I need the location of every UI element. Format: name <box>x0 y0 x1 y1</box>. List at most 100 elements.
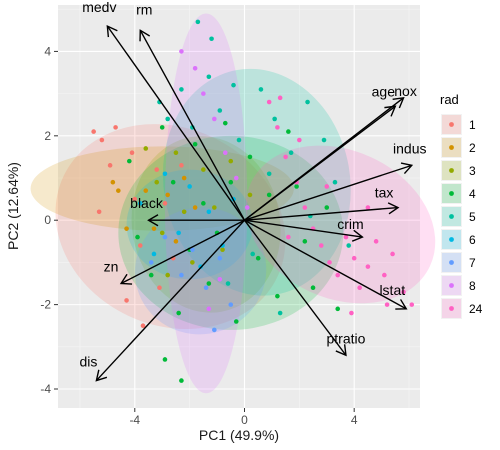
point-rad-8 <box>212 116 217 122</box>
legend-label-6: 6 <box>469 233 476 247</box>
point-rad-5 <box>258 87 264 92</box>
point-rad-7 <box>228 302 234 307</box>
point-rad-2 <box>110 179 116 185</box>
point-rad-1 <box>157 285 162 291</box>
loading-arrow-crim <box>244 219 363 238</box>
loading-label-medv: medv <box>82 0 116 15</box>
y-tick-label: -2 <box>40 298 51 312</box>
point-rad-2 <box>143 188 149 193</box>
point-rad-3 <box>181 209 187 215</box>
point-rad-4 <box>302 239 308 244</box>
point-rad-6 <box>206 209 212 215</box>
point-rad-4 <box>233 319 239 324</box>
point-rad-2 <box>151 226 157 231</box>
point-rad-5 <box>250 251 256 257</box>
point-rad-5 <box>272 116 277 122</box>
point-rad-1 <box>129 150 135 155</box>
point-rad-4 <box>228 179 234 185</box>
loading-label-age: age <box>372 83 396 99</box>
point-rad-4 <box>192 141 198 147</box>
point-rad-8 <box>217 276 223 282</box>
point-rad-24 <box>357 285 362 291</box>
point-rad-1 <box>162 201 168 206</box>
loading-arrowhead-dis <box>95 369 108 382</box>
point-rad-4 <box>286 129 291 134</box>
point-rad-24 <box>275 125 280 130</box>
y-tick-label: 2 <box>44 129 51 143</box>
point-rad-2 <box>124 226 129 231</box>
loading-label-dis: dis <box>79 354 97 370</box>
ellipse-rad-24 <box>245 145 436 304</box>
point-rad-5 <box>236 137 242 143</box>
point-rad-24 <box>349 310 354 316</box>
legend-key-point-5 <box>449 214 454 219</box>
point-rad-4 <box>335 306 341 312</box>
point-rad-6 <box>151 251 157 257</box>
point-rad-4 <box>294 184 299 189</box>
y-tick-label: 0 <box>44 213 51 227</box>
point-rad-3 <box>201 167 206 172</box>
legend-label-5: 5 <box>469 210 476 224</box>
point-rad-3 <box>165 272 170 278</box>
ellipse-rad-6 <box>126 169 253 280</box>
point-rad-4 <box>148 272 154 278</box>
point-rad-24 <box>286 234 291 240</box>
point-rad-24 <box>318 243 324 248</box>
loading-arrow-ptratio <box>243 219 347 356</box>
point-rad-3 <box>143 146 149 151</box>
loading-arrowhead-zn <box>119 273 133 285</box>
point-rad-24 <box>382 272 387 278</box>
loading-arrowhead-ptratio <box>335 344 347 357</box>
point-rad-4 <box>179 378 184 383</box>
point-rad-1 <box>179 163 184 168</box>
legend-key-point-7 <box>449 260 454 265</box>
loading-arrow-indus <box>244 164 412 221</box>
loading-arrow-rm <box>139 29 246 221</box>
loading-arrowhead-nox <box>392 96 405 109</box>
legend-label-2: 2 <box>469 141 476 155</box>
legend-title: rad <box>440 92 459 107</box>
loading-arrow-lstat <box>244 219 407 310</box>
x-axis-title: PC1 (49.9%) <box>199 427 279 443</box>
loading-label-zn: zn <box>104 259 119 275</box>
point-rad-4 <box>162 357 168 362</box>
legend: rad 1 2 3 4 5 6 7 8 24 <box>440 92 483 319</box>
point-rad-4 <box>255 255 261 261</box>
point-rad-4 <box>135 234 140 240</box>
loading-arrowhead-indus <box>400 162 414 175</box>
ellipse-rad-4 <box>118 135 344 330</box>
point-rad-24 <box>277 95 283 101</box>
point-rad-5 <box>217 108 223 113</box>
point-rad-1 <box>107 163 113 168</box>
legend-label-1: 1 <box>469 118 476 132</box>
point-rad-6 <box>187 184 192 189</box>
point-rad-24 <box>365 264 371 269</box>
point-rad-5 <box>346 243 351 248</box>
ellipse-rad-3 <box>131 136 281 313</box>
point-rad-7 <box>217 255 223 261</box>
ellipse-rad-5 <box>162 68 351 296</box>
point-rad-2 <box>192 205 198 210</box>
ellipse-rad-1 <box>55 124 286 330</box>
point-rad-4 <box>170 179 176 185</box>
loading-label-ptratio: ptratio <box>326 330 365 346</box>
point-rad-2 <box>116 188 121 193</box>
y-tick-label: -4 <box>40 382 51 396</box>
point-rad-8 <box>233 175 239 181</box>
legend-label-4: 4 <box>469 187 476 201</box>
point-rad-8 <box>192 65 198 71</box>
point-rad-5 <box>231 82 236 88</box>
loading-arrowhead-rm <box>139 29 151 42</box>
point-rad-3 <box>154 179 160 185</box>
loading-arrowhead-medv <box>106 24 118 38</box>
legend-key-point-6 <box>449 237 454 242</box>
legend-label-7: 7 <box>469 256 476 270</box>
point-rad-24 <box>365 205 371 210</box>
loading-label-nox: nox <box>394 83 417 99</box>
point-rad-8 <box>206 306 212 312</box>
point-rad-4 <box>127 158 132 164</box>
point-rad-24 <box>373 239 379 244</box>
legend-key-point-24 <box>449 306 454 311</box>
